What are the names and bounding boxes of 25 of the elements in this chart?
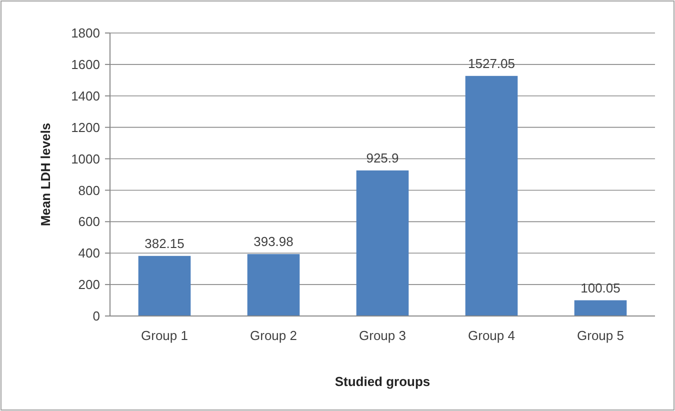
y-axis-title: Mean LDH levels	[38, 122, 53, 226]
x-axis-title: Studied groups	[334, 374, 430, 389]
data-label: 382.15	[144, 236, 184, 251]
bar	[356, 170, 409, 316]
y-tick-label: 1800	[71, 26, 100, 41]
y-tick-label: 600	[78, 214, 100, 230]
y-tick-label: 0	[92, 308, 100, 324]
x-tick-label: Group 5	[577, 328, 624, 343]
data-label: 100.05	[580, 280, 620, 296]
data-label: 393.98	[254, 234, 294, 250]
x-tick-label: Group 1	[141, 328, 188, 343]
x-tick-label: Group 2	[250, 328, 297, 343]
bar	[138, 256, 191, 316]
bar	[465, 76, 518, 316]
y-tick-label: 200	[78, 277, 100, 292]
bar	[247, 254, 300, 316]
y-tick-label: 800	[78, 182, 100, 198]
y-tick-label: 1200	[71, 120, 100, 135]
x-tick-label: Group 4	[468, 328, 515, 343]
y-tick-label: 1000	[71, 151, 100, 166]
bar	[574, 300, 627, 316]
y-tick-label: 1400	[71, 88, 100, 104]
y-tick-label: 400	[78, 246, 100, 261]
y-tick-label: 1600	[71, 56, 100, 72]
x-tick-label: Group 3	[359, 328, 406, 343]
